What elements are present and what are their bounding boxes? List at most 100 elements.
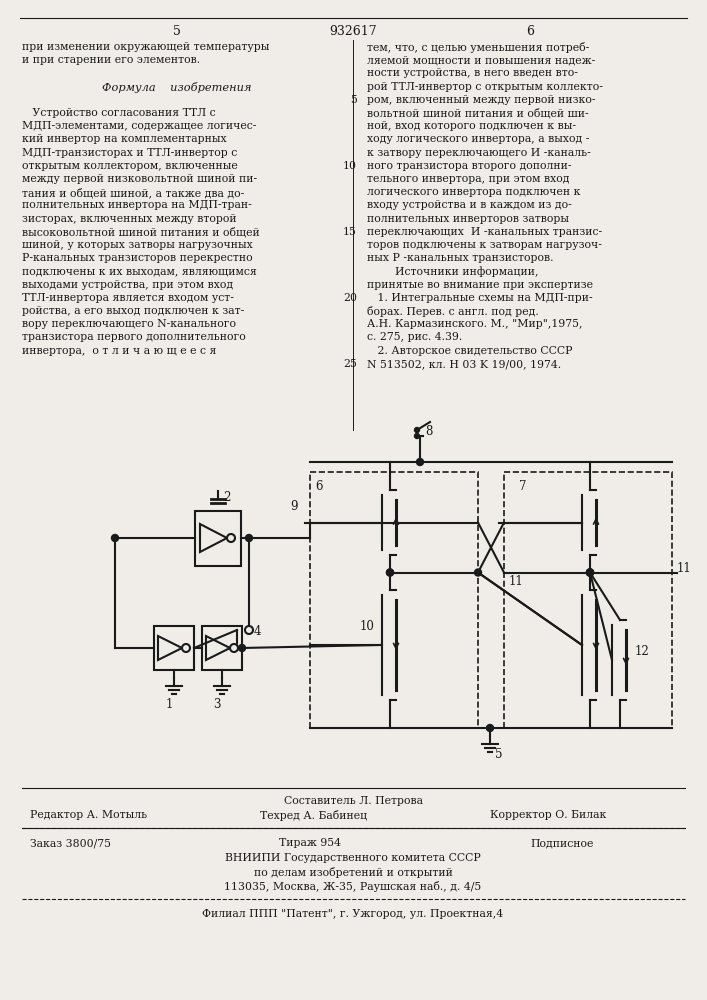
Text: кий инвертор на комплементарных: кий инвертор на комплементарных [22, 134, 227, 144]
Text: полнительных инверторов затворы: полнительных инверторов затворы [367, 214, 569, 224]
Text: Редактор А. Мотыль: Редактор А. Мотыль [30, 810, 147, 820]
Text: 25: 25 [343, 359, 357, 369]
Text: между первой низковольтной шиной пи-: между первой низковольтной шиной пи- [22, 174, 257, 184]
Text: открытым коллектором, включенные: открытым коллектором, включенные [22, 161, 238, 171]
Text: принятые во внимание при экспертизе: принятые во внимание при экспертизе [367, 280, 593, 290]
Text: ности устройства, в него введен вто-: ности устройства, в него введен вто- [367, 68, 578, 78]
Text: А.Н. Кармазинского. М., "Мир",1975,: А.Н. Кармазинского. М., "Мир",1975, [367, 319, 583, 329]
Text: ТТЛ-инвертора является входом уст-: ТТЛ-инвертора является входом уст- [22, 293, 234, 303]
Circle shape [474, 569, 481, 576]
Circle shape [416, 458, 423, 466]
Text: Техред А. Бабинец: Техред А. Бабинец [260, 810, 367, 821]
Text: 7: 7 [519, 480, 527, 493]
Text: тельного инвертора, при этом вход: тельного инвертора, при этом вход [367, 174, 570, 184]
Text: Составитель Л. Петрова: Составитель Л. Петрова [284, 796, 423, 806]
Circle shape [587, 569, 593, 576]
Text: Заказ 3800/75: Заказ 3800/75 [30, 838, 111, 848]
Circle shape [587, 569, 593, 576]
Text: 1: 1 [165, 698, 173, 711]
Circle shape [587, 569, 593, 576]
Text: рой ТТЛ-инвертор с открытым коллекто-: рой ТТЛ-инвертор с открытым коллекто- [367, 82, 603, 92]
Text: переключающих  И -канальных транзис-: переключающих И -канальных транзис- [367, 227, 602, 237]
Text: Подписное: Подписное [530, 838, 593, 848]
Circle shape [227, 534, 235, 542]
Text: N 513502, кл. H 03 K 19/00, 1974.: N 513502, кл. H 03 K 19/00, 1974. [367, 359, 561, 369]
Text: Филиал ППП "Патент", г. Ужгород, ул. Проектная,4: Филиал ППП "Патент", г. Ужгород, ул. Про… [202, 909, 503, 919]
Text: МДП-элементами, содержащее логичес-: МДП-элементами, содержащее логичес- [22, 121, 257, 131]
Text: шиной, у которых затворы нагрузочных: шиной, у которых затворы нагрузочных [22, 240, 252, 250]
Circle shape [112, 534, 119, 542]
Text: 113035, Москва, Ж-35, Раушская наб., д. 4/5: 113035, Москва, Ж-35, Раушская наб., д. … [224, 881, 481, 892]
Bar [202, 626, 242, 670]
Text: 2: 2 [223, 491, 230, 504]
Text: 6: 6 [315, 480, 322, 493]
Text: ройства, а его выход подключен к зат-: ройства, а его выход подключен к зат- [22, 306, 244, 316]
Text: инвертора,  о т л и ч а ю щ е е с я: инвертора, о т л и ч а ю щ е е с я [22, 346, 216, 356]
Text: транзистора первого дополнительного: транзистора первого дополнительного [22, 332, 246, 342]
Text: 2. Авторское свидетельство СССР: 2. Авторское свидетельство СССР [367, 346, 573, 356]
Text: ВНИИПИ Государственного комитета СССР: ВНИИПИ Государственного комитета СССР [225, 853, 481, 863]
Text: подключены к их выходам, являющимся: подключены к их выходам, являющимся [22, 266, 257, 276]
Bar [504, 472, 672, 728]
Text: Тираж 954: Тираж 954 [279, 838, 341, 848]
Text: 20: 20 [343, 293, 357, 303]
Circle shape [486, 724, 493, 732]
Text: входу устройства и в каждом из до-: входу устройства и в каждом из до- [367, 200, 572, 210]
Text: Устройство согласования ТТЛ с: Устройство согласования ТТЛ с [22, 108, 216, 118]
Text: при изменении окружающей температуры: при изменении окружающей температуры [22, 42, 269, 52]
Text: вору переключающего N-канального: вору переключающего N-канального [22, 319, 236, 329]
Text: 15: 15 [343, 227, 357, 237]
Bar [310, 472, 478, 728]
Circle shape [414, 434, 419, 438]
Text: 5: 5 [350, 95, 357, 105]
Text: Р-канальных транзисторов перекрестно: Р-канальных транзисторов перекрестно [22, 253, 252, 263]
Text: 6: 6 [526, 25, 534, 38]
Text: по делам изобретений и открытий: по делам изобретений и открытий [254, 867, 452, 878]
Text: Корректор О. Билак: Корректор О. Билак [490, 810, 607, 820]
Text: ходу логического инвертора, а выход -: ходу логического инвертора, а выход - [367, 134, 590, 144]
Text: логического инвертора подключен к: логического инвертора подключен к [367, 187, 580, 197]
Text: выходами устройства, при этом вход: выходами устройства, при этом вход [22, 280, 233, 290]
Text: ной, вход которого подключен к вы-: ной, вход которого подключен к вы- [367, 121, 576, 131]
Text: 10: 10 [360, 620, 375, 633]
Text: 1. Интегральные схемы на МДП-при-: 1. Интегральные схемы на МДП-при- [367, 293, 592, 303]
Text: торов подключены к затворам нагрузоч-: торов подключены к затворам нагрузоч- [367, 240, 602, 250]
Text: 12: 12 [635, 645, 650, 658]
Circle shape [245, 626, 253, 634]
Circle shape [587, 569, 593, 576]
Text: 9: 9 [290, 500, 298, 513]
Text: с. 275, рис. 4.39.: с. 275, рис. 4.39. [367, 332, 462, 342]
Text: 5: 5 [495, 748, 503, 761]
Bar [195, 511, 241, 566]
Circle shape [387, 569, 394, 576]
Text: Формула    изобретения: Формула изобретения [103, 82, 252, 93]
Text: к затвору переключающего И -каналь-: к затвору переключающего И -каналь- [367, 148, 591, 158]
Text: тания и общей шиной, а также два до-: тания и общей шиной, а также два до- [22, 187, 244, 198]
Text: 10: 10 [343, 161, 357, 171]
Circle shape [245, 534, 252, 542]
Text: зисторах, включенных между второй: зисторах, включенных между второй [22, 214, 237, 224]
Text: 11: 11 [677, 562, 691, 576]
Text: ного транзистора второго дополни-: ного транзистора второго дополни- [367, 161, 571, 171]
Circle shape [182, 644, 190, 652]
Circle shape [414, 428, 419, 432]
Text: 932617: 932617 [329, 25, 377, 38]
Text: 4: 4 [254, 625, 262, 638]
Text: высоковольтной шиной питания и общей: высоковольтной шиной питания и общей [22, 227, 259, 237]
Text: МДП-транзисторах и ТТЛ-инвертор с: МДП-транзисторах и ТТЛ-инвертор с [22, 148, 238, 158]
Circle shape [387, 569, 394, 576]
Text: ляемой мощности и повышения надеж-: ляемой мощности и повышения надеж- [367, 55, 595, 65]
Text: борах. Перев. с англ. под ред.: борах. Перев. с англ. под ред. [367, 306, 539, 317]
Text: тем, что, с целью уменьшения потреб-: тем, что, с целью уменьшения потреб- [367, 42, 589, 53]
Bar [154, 626, 194, 670]
Text: 5: 5 [173, 25, 181, 38]
Text: вольтной шиной питания и общей ши-: вольтной шиной питания и общей ши- [367, 108, 589, 118]
Text: 8: 8 [425, 425, 433, 438]
Text: 11: 11 [509, 575, 524, 588]
Text: Источники информации,: Источники информации, [367, 266, 539, 277]
Text: ных Р -канальных транзисторов.: ных Р -канальных транзисторов. [367, 253, 554, 263]
Circle shape [230, 644, 238, 652]
Text: и при старении его элементов.: и при старении его элементов. [22, 55, 200, 65]
Text: 3: 3 [214, 698, 221, 711]
Circle shape [238, 645, 245, 652]
